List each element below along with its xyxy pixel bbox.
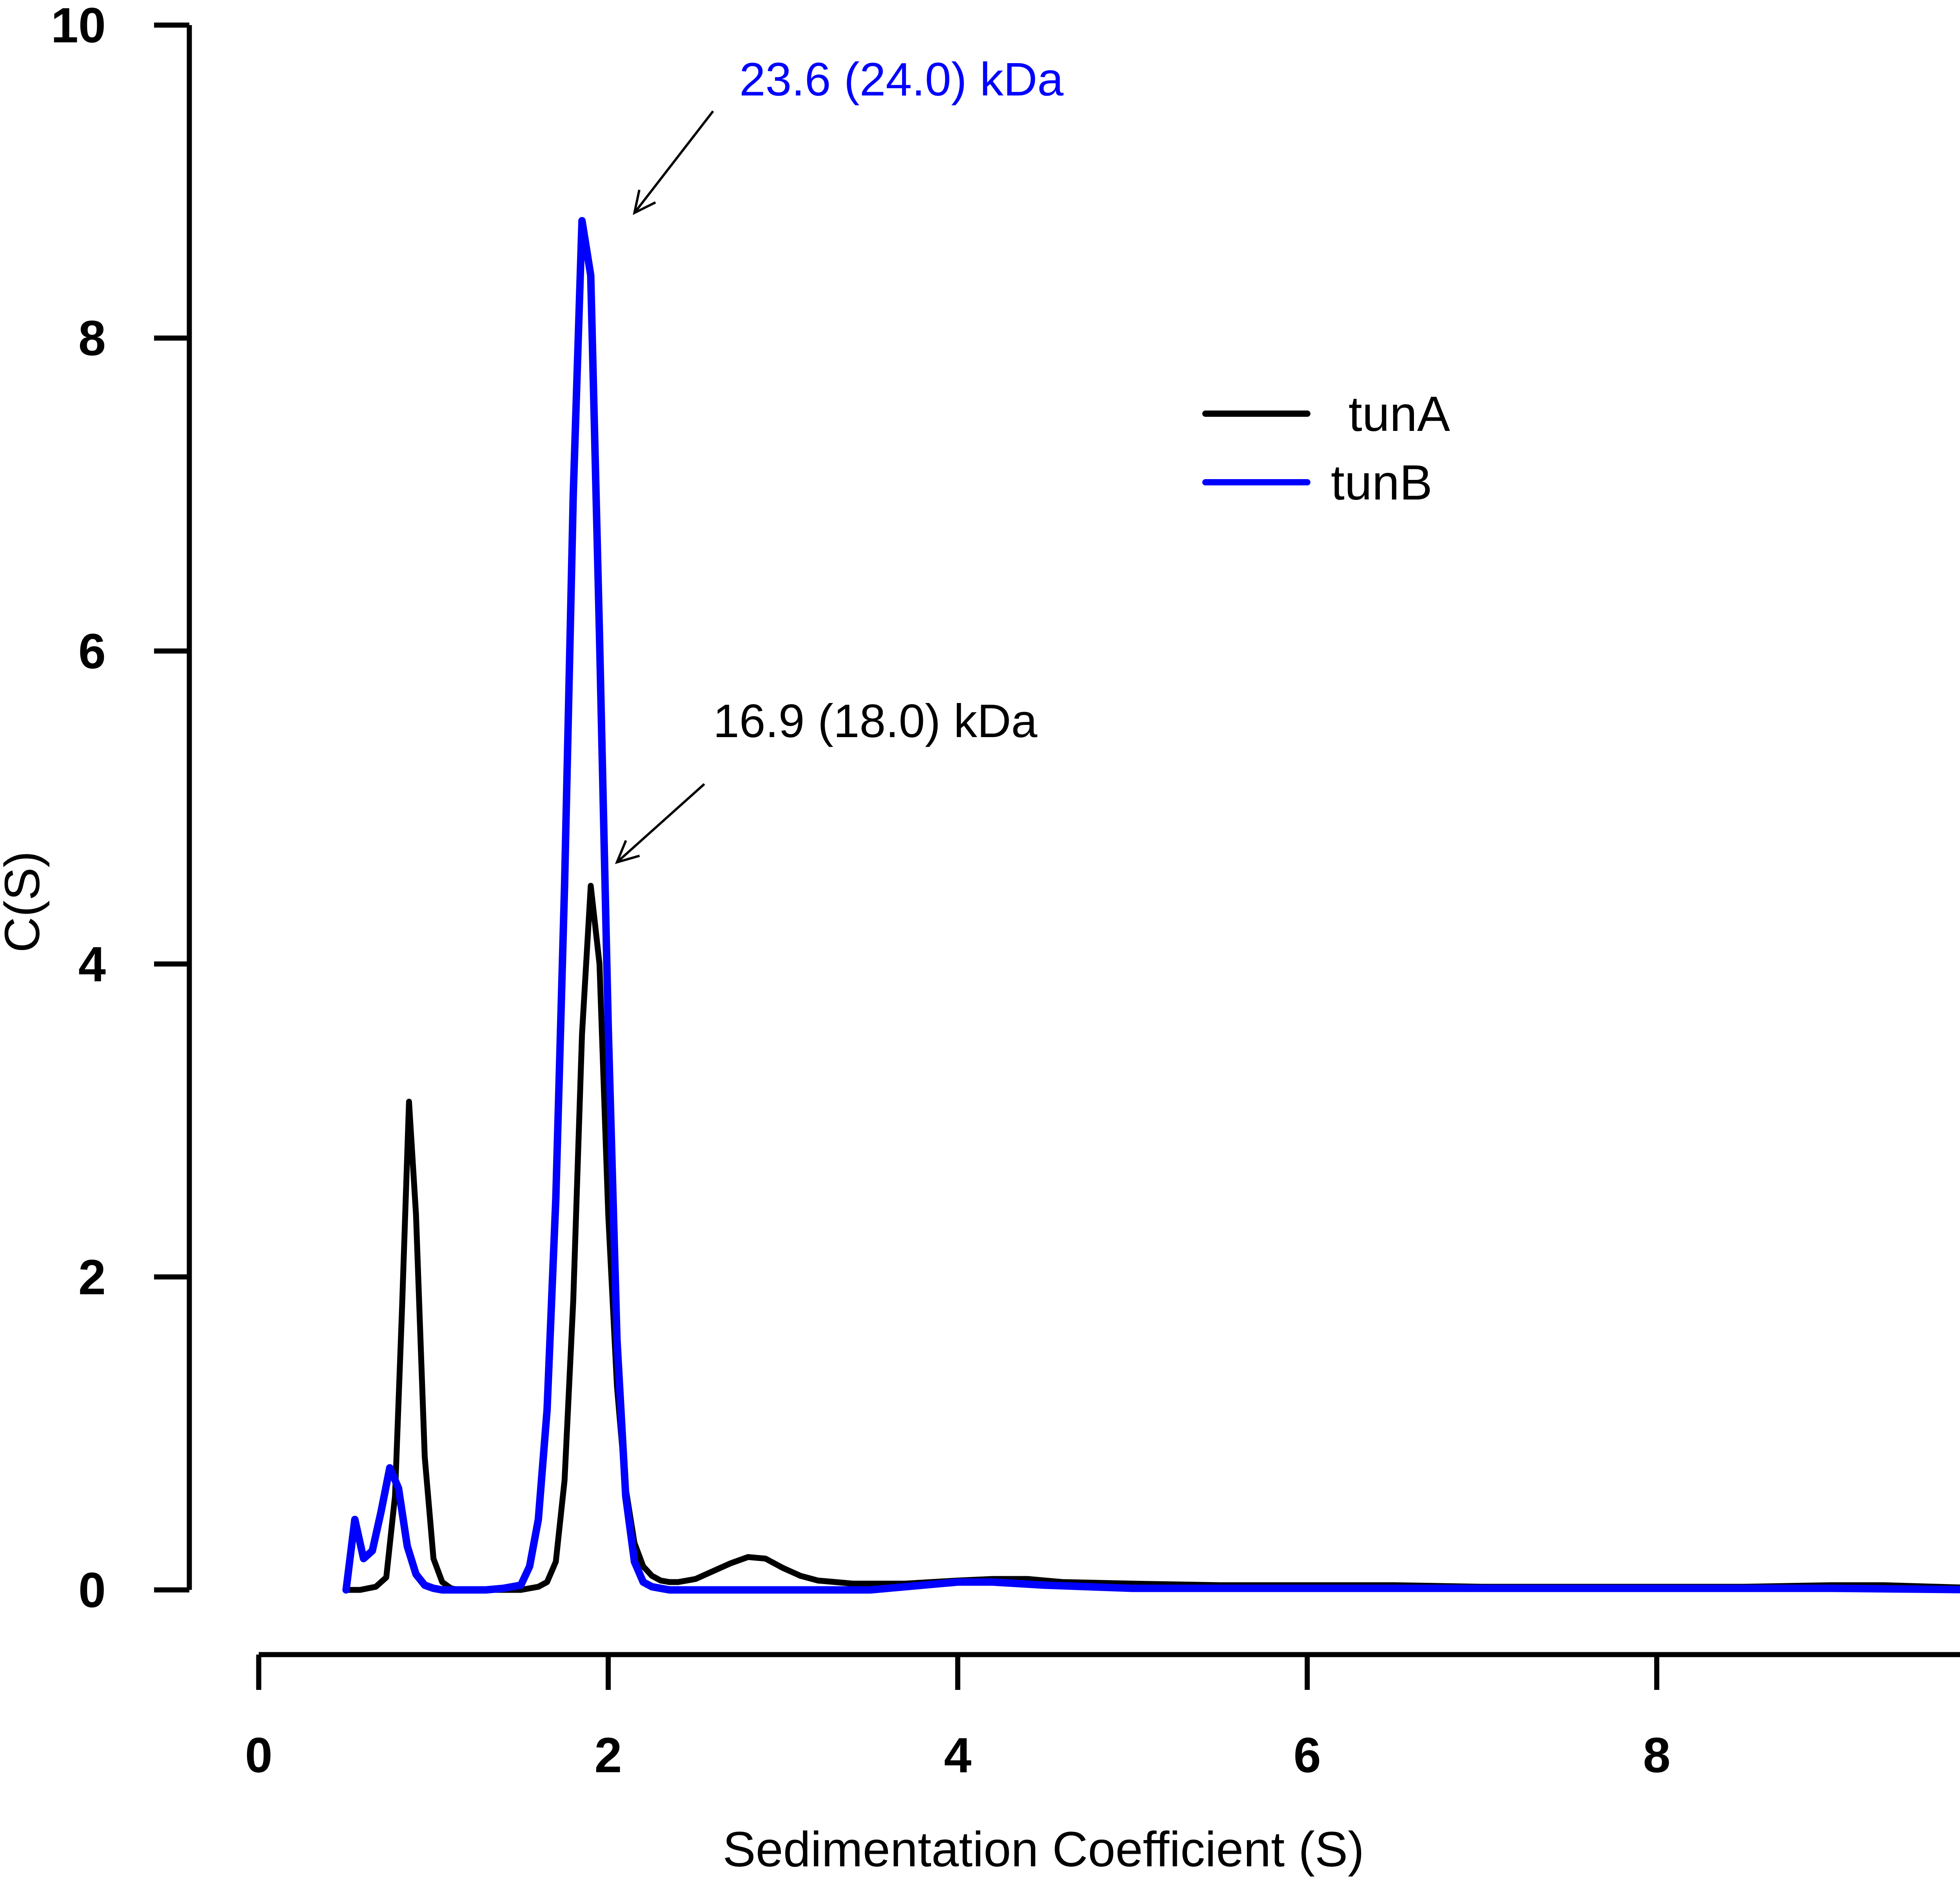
legend-label-tunB: tunB — [1331, 455, 1432, 510]
x-tick-label: 2 — [595, 1728, 622, 1783]
annotation-group: 23.6 (24.0) kDa 16.9 (18.0) kDa — [615, 53, 1063, 864]
legend: tunA tunB — [1202, 386, 1450, 510]
x-tick-label: 8 — [1643, 1728, 1670, 1783]
legend-label-tunA: tunA — [1348, 386, 1450, 441]
x-axis-title: Sedimentation Coefficient (S) — [723, 1822, 1365, 1877]
annotation-label: 16.9 (18.0) kDa — [713, 695, 1037, 747]
series-line-tunA — [343, 883, 1960, 1593]
y-tick-label: 8 — [78, 311, 106, 366]
y-tick-label: 2 — [78, 1250, 106, 1305]
y-axis-title: C(S) — [0, 851, 50, 953]
annotation-label: 23.6 (24.0) kDa — [739, 53, 1063, 106]
x-tick-label: 0 — [245, 1728, 272, 1783]
series-group — [342, 217, 1960, 1594]
y-tick-label: 0 — [78, 1562, 106, 1618]
x-tick-label: 6 — [1294, 1728, 1321, 1783]
series-line-tunB — [342, 217, 1960, 1594]
annotation-arrow-head — [615, 840, 640, 864]
x-tick-label: 4 — [944, 1728, 971, 1783]
annotation-arrow-line — [633, 110, 714, 214]
y-tick-label: 6 — [78, 623, 106, 679]
y-axis: 0 2 4 6 8 10 — [51, 0, 192, 1618]
annotation-arrow-line — [616, 783, 705, 863]
y-tick-label: 10 — [51, 0, 106, 53]
y-tick-label: 4 — [78, 937, 106, 992]
annotation-arrow-head — [633, 189, 656, 215]
